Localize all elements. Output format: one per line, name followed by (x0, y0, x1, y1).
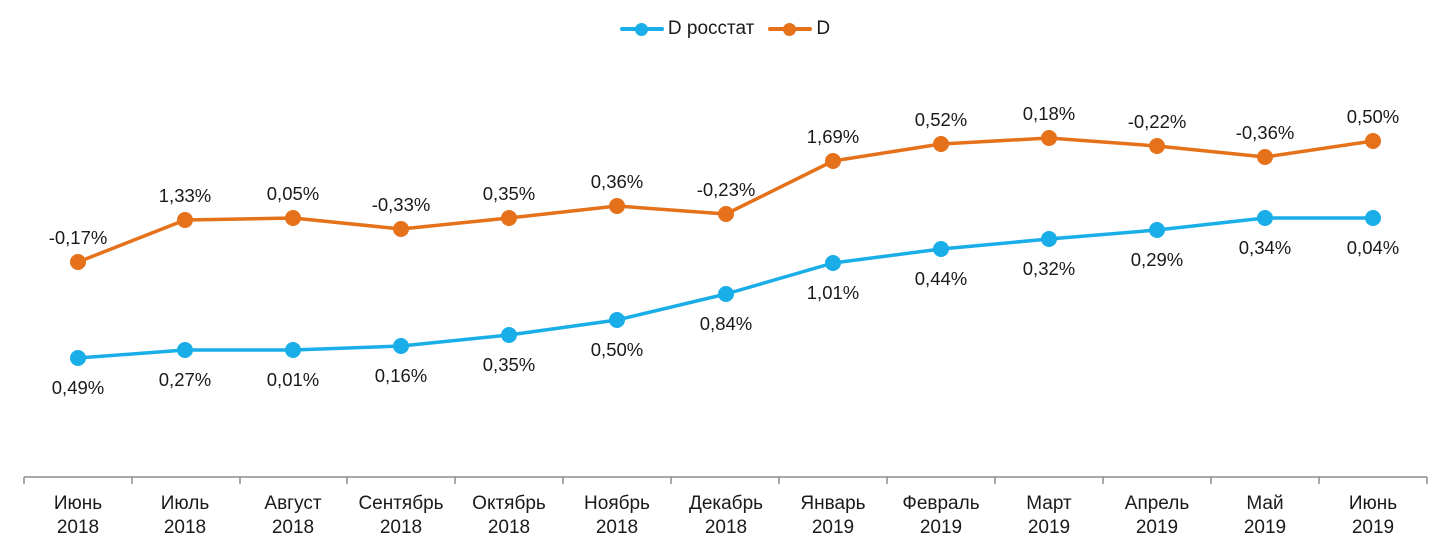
legend-marker (634, 23, 648, 36)
x-tick-label: Декабрь 2018 (689, 493, 763, 538)
legend-item-d-rosstat: D росстат (619, 18, 755, 40)
data-point-marker (70, 350, 86, 366)
data-label: 1,33% (159, 185, 211, 206)
legend-label: D (816, 18, 831, 39)
legend-label: D росстат (667, 18, 755, 39)
data-label: 0,04% (1347, 237, 1399, 258)
data-label: -0,23% (697, 179, 756, 200)
data-label: 0,50% (591, 339, 643, 360)
x-tick-label: Май 2019 (1244, 493, 1286, 538)
data-point-marker (718, 206, 734, 222)
data-point-marker (609, 198, 625, 214)
data-label: 0,84% (700, 313, 752, 334)
x-tick-label: Июнь 2019 (1349, 493, 1397, 538)
legend-swatch-orange-icon (768, 23, 813, 36)
data-label: 0,35% (483, 354, 535, 375)
data-point-marker (609, 312, 625, 328)
x-tick-label: Октябрь 2018 (472, 493, 546, 538)
data-point-marker (70, 254, 86, 270)
data-label: 0,16% (375, 365, 427, 386)
data-label: 0,49% (52, 377, 104, 398)
data-label: -0,36% (1236, 122, 1295, 143)
data-label: 0,29% (1131, 249, 1183, 270)
data-point-marker (1365, 133, 1381, 149)
data-label: 0,35% (483, 183, 535, 204)
data-point-marker (825, 255, 841, 271)
data-point-marker (285, 342, 301, 358)
data-labels: 0,49% 0,27% 0,01% 0,16% 0,35% 0,50% 0,84% 1,01%… (49, 103, 1400, 398)
data-label: 0,32% (1023, 258, 1075, 279)
data-label: -0,17% (49, 227, 108, 248)
data-point-marker (718, 286, 734, 302)
data-label: 0,34% (1239, 237, 1291, 258)
legend-marker (783, 23, 797, 36)
x-tick-label: Август 2018 (264, 493, 321, 538)
data-label: -0,33% (372, 194, 431, 215)
legend-item-d: D (768, 18, 830, 40)
data-label: 0,05% (267, 183, 319, 204)
data-point-marker (285, 210, 301, 226)
x-tick-label: Март 2019 (1026, 493, 1072, 538)
data-label: 1,69% (807, 126, 859, 147)
data-label: 0,36% (591, 171, 643, 192)
data-label: 0,52% (915, 109, 967, 130)
data-point-marker (1365, 210, 1381, 226)
data-point-marker (1149, 222, 1165, 238)
data-label: 1,01% (807, 282, 859, 303)
data-point-marker (1149, 138, 1165, 154)
x-tick-label: Февраль 2019 (902, 493, 979, 538)
x-tick-label: Ноябрь 2018 (584, 493, 650, 538)
data-point-marker (1257, 149, 1273, 165)
series-d (70, 130, 1381, 270)
data-point-marker (177, 342, 193, 358)
data-point-marker (393, 221, 409, 237)
data-point-marker (177, 212, 193, 228)
legend-swatch-blue-icon (619, 23, 664, 36)
data-label: -0,22% (1128, 111, 1187, 132)
x-axis-labels: Июнь 2018 Июль 2018 Август 2018 Сентябрь 2018 Ок… (54, 493, 1397, 538)
x-tick-label: Январь 2019 (800, 493, 865, 538)
data-point-marker (825, 153, 841, 169)
data-label: 0,44% (915, 268, 967, 289)
data-point-marker (933, 136, 949, 152)
chart-legend: D росстат D (0, 18, 1450, 40)
data-point-marker (1041, 130, 1057, 146)
data-label: 0,18% (1023, 103, 1075, 124)
data-point-marker (1257, 210, 1273, 226)
data-point-marker (933, 241, 949, 257)
series-layer (70, 130, 1381, 366)
data-point-marker (1041, 231, 1057, 247)
data-label: 0,01% (267, 369, 319, 390)
data-point-marker (393, 338, 409, 354)
data-label: 0,50% (1347, 106, 1399, 127)
series-d-rosstat (70, 210, 1381, 366)
x-tick-label: Июнь 2018 (54, 493, 102, 538)
data-label: 0,27% (159, 369, 211, 390)
x-tick-label: Июль 2018 (161, 493, 210, 538)
x-axis (23, 476, 1428, 484)
x-tick-label: Апрель 2019 (1125, 493, 1190, 538)
data-point-marker (501, 210, 517, 226)
x-tick-label: Сентябрь 2018 (358, 493, 443, 538)
data-point-marker (501, 327, 517, 343)
